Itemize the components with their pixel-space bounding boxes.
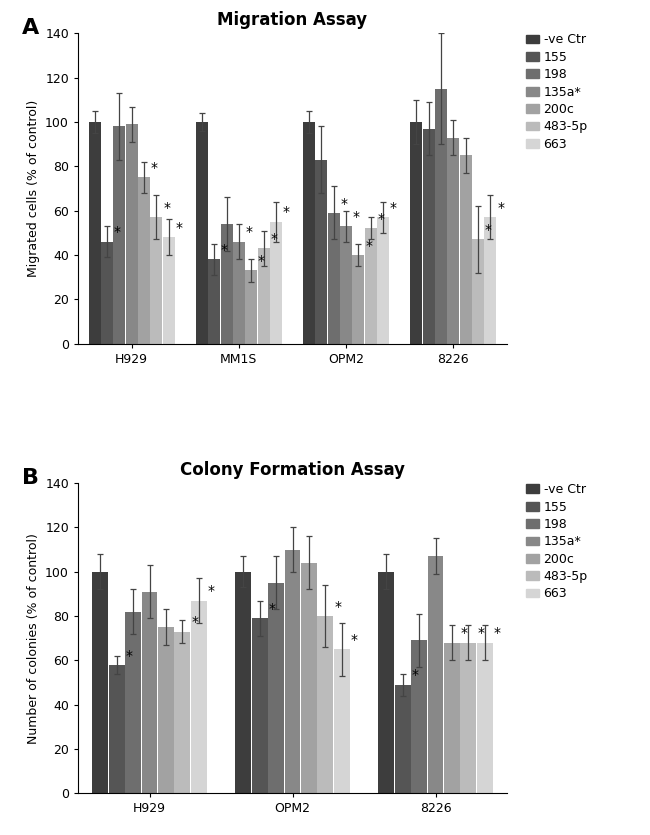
Bar: [174, 631, 190, 793]
Text: *: *: [461, 626, 468, 640]
Bar: [125, 124, 138, 343]
Text: *: *: [208, 584, 215, 599]
Text: *: *: [192, 615, 198, 630]
Text: *: *: [497, 201, 504, 215]
Bar: [340, 226, 352, 343]
Bar: [113, 126, 125, 343]
Text: *: *: [221, 243, 228, 257]
Text: *: *: [268, 602, 276, 616]
Title: Migration Assay: Migration Assay: [218, 11, 367, 29]
Bar: [142, 592, 157, 793]
Bar: [352, 255, 365, 343]
Bar: [150, 217, 162, 343]
Bar: [196, 122, 208, 343]
Text: *: *: [151, 161, 158, 175]
Bar: [257, 248, 270, 343]
Text: *: *: [478, 626, 484, 640]
Bar: [301, 563, 317, 793]
Bar: [460, 643, 476, 793]
Text: *: *: [378, 212, 385, 226]
Bar: [484, 217, 497, 343]
Text: *: *: [494, 626, 501, 640]
Bar: [101, 241, 113, 343]
Bar: [158, 627, 174, 793]
Bar: [252, 618, 268, 793]
Text: *: *: [258, 254, 265, 268]
Y-axis label: Migrated cells (% of control): Migrated cells (% of control): [27, 100, 40, 277]
Bar: [191, 600, 207, 793]
Bar: [365, 228, 377, 343]
Bar: [428, 556, 443, 793]
Bar: [303, 122, 315, 343]
Bar: [125, 611, 141, 793]
Bar: [377, 217, 389, 343]
Bar: [245, 271, 257, 343]
Bar: [220, 224, 233, 343]
Bar: [138, 177, 150, 343]
Title: Colony Formation Assay: Colony Formation Assay: [180, 461, 405, 478]
Bar: [328, 213, 340, 343]
Bar: [460, 155, 472, 343]
Bar: [395, 685, 411, 793]
Legend: -ve Ctr, 155, 198, 135a*, 200c, 483-5p, 663: -ve Ctr, 155, 198, 135a*, 200c, 483-5p, …: [526, 483, 588, 600]
Text: B: B: [22, 468, 39, 488]
Text: *: *: [365, 239, 372, 253]
Bar: [378, 572, 394, 793]
Bar: [435, 89, 447, 343]
Bar: [444, 643, 460, 793]
Text: *: *: [341, 196, 348, 210]
Text: *: *: [485, 223, 492, 237]
Bar: [208, 260, 220, 343]
Text: *: *: [283, 205, 290, 220]
Bar: [411, 640, 427, 793]
Text: *: *: [246, 225, 253, 240]
Text: *: *: [351, 633, 358, 647]
Bar: [233, 241, 245, 343]
Text: *: *: [163, 201, 170, 215]
Text: *: *: [114, 225, 121, 240]
Bar: [334, 650, 350, 793]
Bar: [410, 122, 422, 343]
Text: *: *: [270, 232, 278, 246]
Bar: [285, 549, 300, 793]
Bar: [88, 122, 101, 343]
Bar: [477, 643, 493, 793]
Text: *: *: [390, 201, 397, 215]
Bar: [422, 129, 435, 343]
Bar: [92, 572, 108, 793]
Text: A: A: [22, 18, 40, 38]
Bar: [235, 572, 251, 793]
Text: *: *: [125, 649, 133, 662]
Bar: [162, 237, 175, 343]
Text: *: *: [335, 600, 341, 614]
Bar: [315, 159, 328, 343]
Text: *: *: [176, 221, 183, 235]
Bar: [447, 138, 460, 343]
Bar: [109, 665, 125, 793]
Bar: [268, 583, 284, 793]
Legend: -ve Ctr, 155, 198, 135a*, 200c, 483-5p, 663: -ve Ctr, 155, 198, 135a*, 200c, 483-5p, …: [526, 33, 588, 150]
Bar: [270, 222, 282, 343]
Bar: [472, 240, 484, 343]
Text: *: *: [411, 669, 419, 682]
Y-axis label: Number of colonies (% of control): Number of colonies (% of control): [27, 533, 40, 744]
Bar: [317, 616, 333, 793]
Text: *: *: [353, 210, 360, 224]
